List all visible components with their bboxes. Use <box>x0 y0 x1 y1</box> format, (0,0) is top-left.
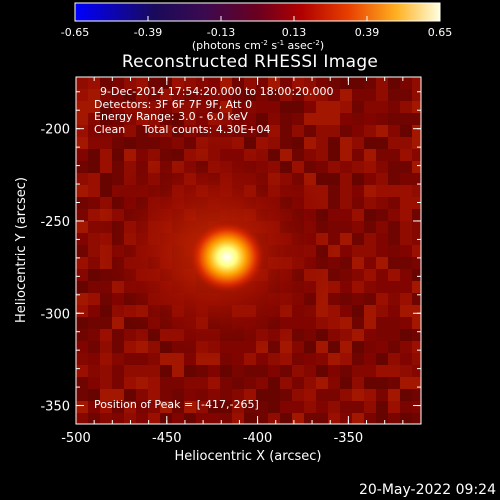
x-tick-label: -400 <box>243 431 273 446</box>
info-time-range: 9-Dec-2014 17:54:20.000 to 18:00:20.000 <box>100 85 334 98</box>
info-clean: Clean <box>94 122 126 136</box>
colorbar-tick-label: 0.13 <box>282 26 307 39</box>
info-total-counts: Total counts: 4.30E+04 <box>142 122 271 136</box>
peak-source <box>189 221 265 293</box>
x-axis-label: Heliocentric X (arcsec) <box>175 449 322 464</box>
colorbar-tick-label: 0.39 <box>355 26 380 39</box>
colorbar-area: -0.65 -0.39 -0.13 0.13 0.39 0.65 (photons cm-… <box>61 2 453 52</box>
info-detectors: Detectors: 3F 6F 7F 9F, Att 0 <box>94 97 253 111</box>
x-tick-label: -350 <box>334 431 364 446</box>
y-axis-label: Heliocentric Y (arcsec) <box>14 177 29 323</box>
y-tick-label: -300 <box>40 307 70 322</box>
x-tick-label: -450 <box>152 431 182 446</box>
x-tick-label: -500 <box>61 431 91 446</box>
info-method: Clean Total counts: 4.30E+04 <box>94 122 334 137</box>
y-tick-label: -200 <box>40 123 70 138</box>
info-energy-range: Energy Range: 3.0 - 6.0 keV <box>94 110 248 123</box>
image-map <box>76 77 421 424</box>
y-tick-label: -350 <box>40 400 70 415</box>
y-tick-label: -250 <box>40 215 70 230</box>
plot-title: Reconstructed RHESSI Image <box>121 52 379 72</box>
colorbar-tick-label: -0.65 <box>61 26 89 39</box>
colorbar-tick-label: -0.13 <box>207 26 235 39</box>
colorbar-tick-label: -0.39 <box>134 26 162 39</box>
footer-date: 20-May-2022 09:24 <box>358 482 496 498</box>
colorbar-units: (photons cm-2 s-1 asec-2) <box>192 39 324 52</box>
plot-frame <box>75 76 422 425</box>
colorbar-tick-label: 0.65 <box>428 26 453 39</box>
info-block: 9-Dec-2014 17:54:20.000 to 18:00:20.000 … <box>94 85 334 137</box>
peak-position-label: Position of Peak = [-417,-265] <box>94 398 259 411</box>
colorbar <box>74 2 441 22</box>
